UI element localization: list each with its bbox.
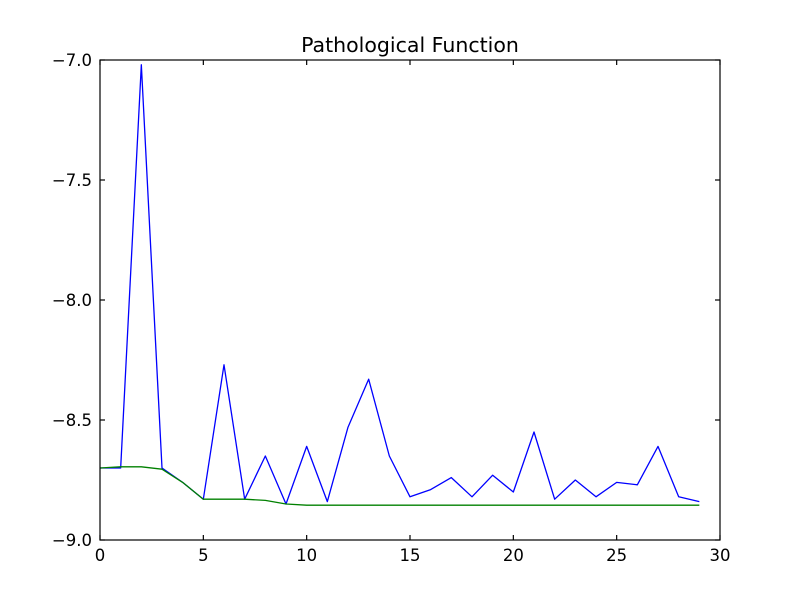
axis-tick-labels: 0 5 10 15 20 25 30 −9.0 −8.5 −8.0 −7.5 −7.0 [52, 51, 731, 565]
running-minimum-line [99, 466, 700, 506]
y-axis-tick-label: −8.5 [52, 411, 92, 430]
x-axis-tick-label: 5 [198, 546, 209, 565]
x-axis-tick-label: 25 [606, 546, 627, 565]
x-axis-tick-label: 15 [400, 546, 421, 565]
y-axis-tick-label: −9.0 [52, 531, 92, 550]
y-axis-tick-label: −7.5 [52, 171, 92, 190]
y-axis-tick-label: −7.0 [52, 51, 92, 70]
axis-ticks [99, 59, 721, 541]
function-value-line [100, 64, 700, 505]
plot-border [99, 59, 721, 541]
x-axis-tick-label: 20 [503, 546, 524, 565]
x-axis-tick-label: 10 [296, 546, 317, 565]
x-axis-tick-label: 30 [710, 546, 731, 565]
series-lines [99, 64, 700, 506]
x-axis-tick-label: 0 [95, 546, 106, 565]
y-axis-tick-label: −8.0 [52, 291, 92, 310]
chart-title: Pathological Function [301, 33, 519, 57]
